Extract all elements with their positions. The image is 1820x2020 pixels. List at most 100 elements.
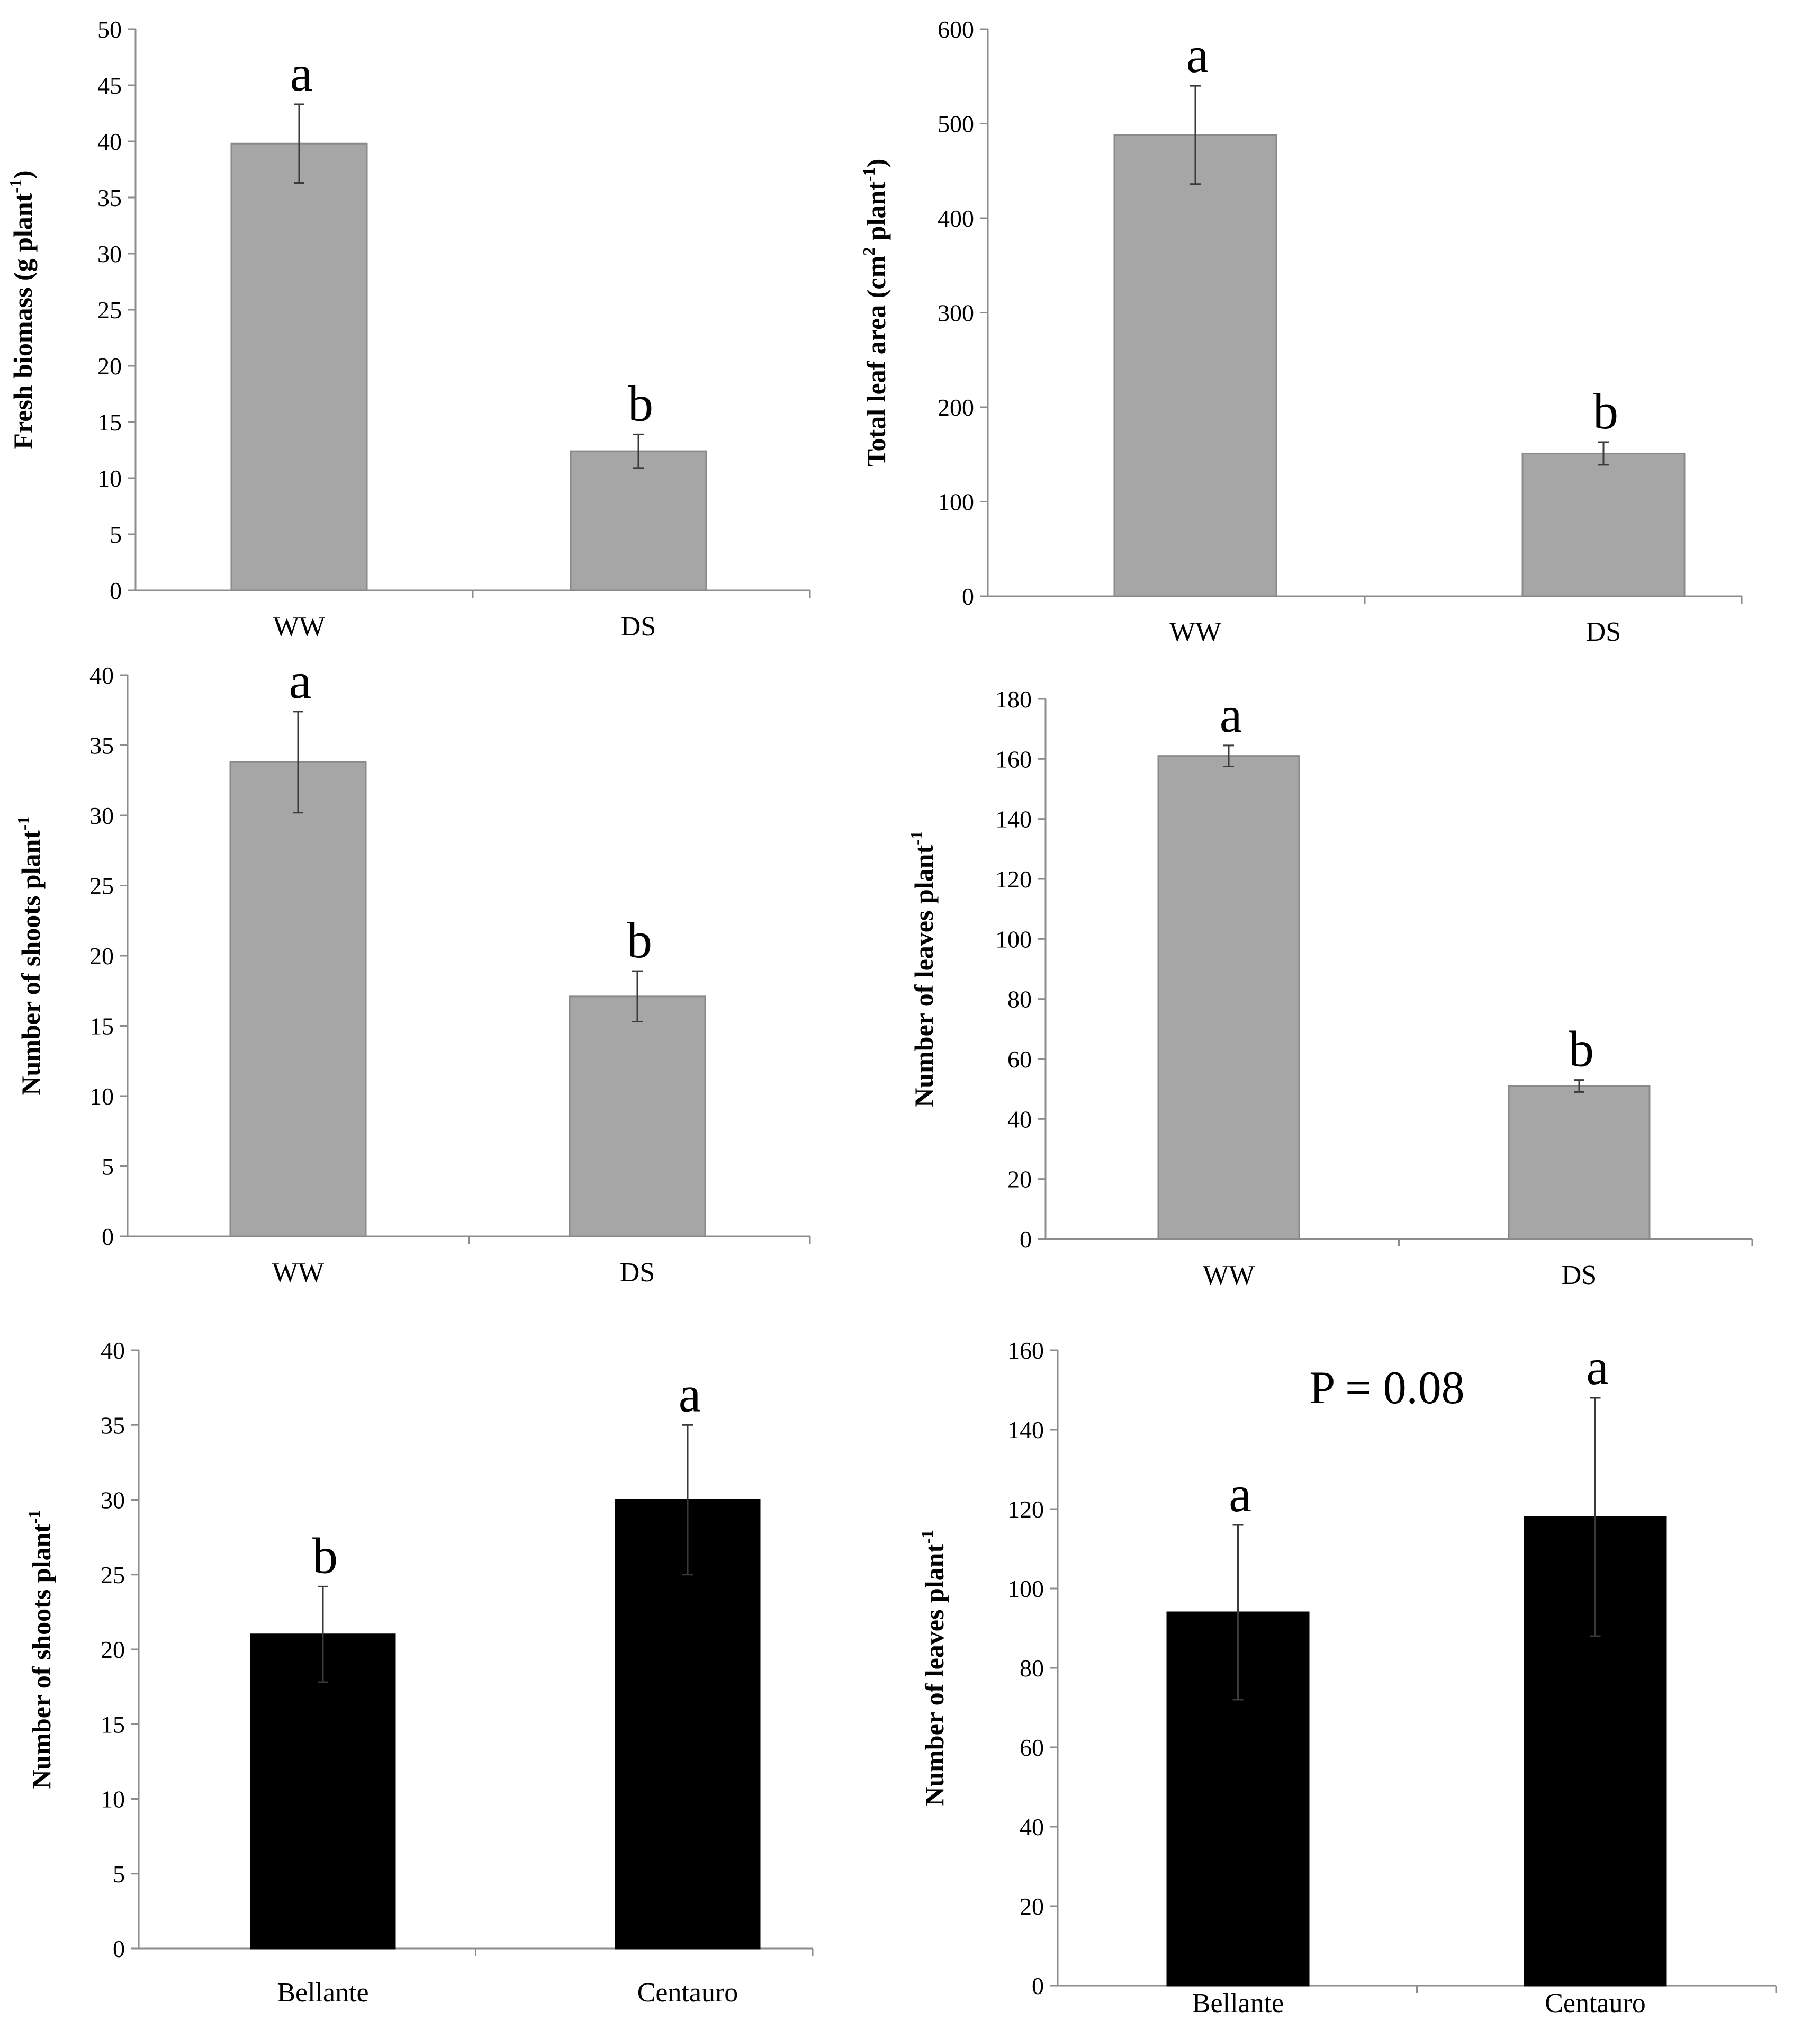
significance-letter: b: [628, 375, 653, 432]
y-tick-label: 0: [962, 583, 974, 610]
chart-panel-top-left: 0 5 10 15 20 25 30 35 40 45 50 a WW b DS Fresh biomass …: [6, 16, 811, 642]
y-tick-label: 20: [1007, 1166, 1032, 1193]
y-tick-label: 140: [1007, 1416, 1044, 1443]
y-tick-label: 10: [97, 465, 122, 492]
y-axis-label: Fresh biomass (g plant-1): [6, 170, 38, 449]
y-tick-label: 60: [1007, 1046, 1032, 1073]
y-tick-label: 40: [1020, 1813, 1044, 1841]
y-tick-label: 35: [97, 184, 122, 211]
y-tick-label: 0: [110, 577, 122, 604]
x-category-label: Bellante: [277, 1978, 368, 2008]
y-tick-label: 40: [101, 1337, 125, 1364]
significance-letter: a: [1229, 1466, 1251, 1522]
y-tick-label: 0: [1032, 1972, 1044, 1999]
x-category-label: WW: [273, 612, 325, 642]
x-category-label: WW: [1203, 1260, 1255, 1290]
significance-letter: a: [289, 652, 312, 709]
x-category-label: Bellante: [1192, 1988, 1284, 2018]
bar-ww: [1157, 755, 1300, 1240]
y-tick-label: 40: [1007, 1106, 1032, 1133]
significance-letter: a: [679, 1366, 701, 1422]
x-category-label: DS: [1586, 617, 1621, 647]
y-tick-label: 100: [938, 489, 974, 516]
significance-letter: a: [1586, 1339, 1609, 1395]
y-tick-label: 120: [1007, 1496, 1044, 1523]
chart-panel-middle-right: 0 20 40 60 80 100 120 140 160 180 a WW b DS Number of …: [907, 686, 1753, 1290]
y-tick-label: 120: [995, 866, 1032, 893]
y-tick-label: 15: [97, 409, 122, 436]
y-axis-label: Number of shoots plant-1: [24, 1510, 56, 1789]
y-tick-label: 180: [995, 686, 1032, 713]
y-tick-label: 15: [89, 1013, 114, 1040]
y-tick-label: 100: [995, 926, 1032, 953]
y-tick-label: 10: [89, 1083, 114, 1110]
y-tick-label: 30: [89, 802, 114, 829]
y-tick-label: 140: [995, 806, 1032, 833]
significance-letter: a: [1220, 686, 1242, 743]
y-tick-label: 200: [938, 394, 974, 421]
y-tick-label: 300: [938, 300, 974, 327]
bar-ds: [570, 450, 707, 591]
chart-panel-middle-left: 0 5 10 15 20 25 30 35 40 a WW b DS Number of shoots p…: [14, 652, 811, 1288]
y-tick-label: 20: [97, 353, 122, 380]
y-tick-label: 5: [113, 1861, 125, 1888]
x-category-label: DS: [620, 1258, 655, 1288]
significance-letter: b: [1569, 1021, 1594, 1078]
y-tick-label: 40: [89, 662, 114, 689]
y-tick-label: 100: [1007, 1575, 1044, 1602]
bar-ww: [1113, 134, 1277, 597]
y-tick-label: 25: [97, 297, 122, 324]
y-tick-label: 160: [1007, 1337, 1044, 1364]
y-tick-label: 20: [89, 942, 114, 969]
y-tick-label: 60: [1020, 1734, 1044, 1761]
y-tick-label: 50: [97, 16, 122, 43]
bar-ds: [569, 995, 706, 1237]
bar-centauro: [1524, 1516, 1667, 1987]
x-category-label: WW: [1169, 617, 1221, 647]
x-category-label: Centauro: [637, 1978, 738, 2008]
significance-letter: b: [1593, 383, 1618, 439]
y-axis-label: Total leaf area (cm2 plant-1): [859, 159, 891, 467]
y-tick-label: 0: [102, 1223, 114, 1250]
y-tick-label: 0: [1020, 1226, 1032, 1253]
p-value-note: P = 0.08: [1309, 1362, 1464, 1414]
y-axis-label: Number of leaves plant-1: [907, 831, 939, 1107]
significance-letter: b: [627, 912, 652, 968]
y-tick-label: 35: [89, 732, 114, 759]
y-tick-label: 20: [1020, 1893, 1044, 1920]
x-category-label: DS: [621, 612, 656, 642]
significance-letter: a: [290, 45, 313, 102]
x-category-label: DS: [1562, 1260, 1597, 1290]
y-tick-label: 30: [97, 240, 122, 267]
significance-letter: b: [312, 1527, 338, 1584]
chart-panel-top-right: 0 100 200 300 400 500 600 a WW b DS Total leaf area…: [859, 16, 1743, 647]
y-axis-label: Number of leaves plant-1: [917, 1530, 949, 1806]
y-tick-label: 20: [101, 1636, 125, 1663]
bar-ww: [230, 142, 368, 591]
bar-ww: [229, 761, 367, 1237]
y-tick-label: 10: [101, 1786, 125, 1813]
y-tick-label: 400: [938, 205, 974, 232]
y-tick-label: 160: [995, 746, 1032, 773]
y-axis-label: Number of shoots plant-1: [14, 816, 46, 1095]
y-tick-label: 25: [89, 873, 114, 900]
y-tick-label: 45: [97, 72, 122, 99]
bar-ds: [1508, 1085, 1651, 1240]
bar-bellante: [250, 1633, 396, 1950]
y-tick-label: 25: [101, 1561, 125, 1588]
bar-ds: [1521, 452, 1686, 597]
y-tick-label: 80: [1020, 1655, 1044, 1682]
x-category-label: Centauro: [1545, 1988, 1646, 2018]
y-tick-label: 35: [101, 1412, 125, 1439]
chart-panel-bottom-right: 0 20 40 60 80 100 120 140 160 a Bellante a Centauro N…: [917, 1337, 1777, 2018]
y-tick-label: 40: [97, 128, 122, 155]
y-tick-label: 15: [101, 1711, 125, 1738]
y-tick-label: 30: [101, 1487, 125, 1514]
y-tick-label: 600: [938, 16, 974, 43]
significance-letter: a: [1186, 26, 1209, 83]
y-tick-label: 5: [110, 521, 122, 548]
y-tick-label: 5: [102, 1153, 114, 1180]
y-tick-label: 80: [1007, 986, 1032, 1013]
y-tick-label: 500: [938, 111, 974, 138]
